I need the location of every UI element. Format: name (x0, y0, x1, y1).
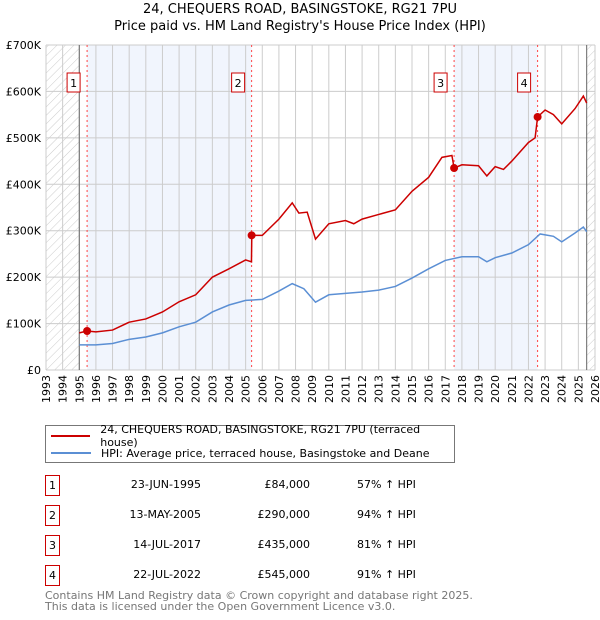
x-tick-label: 2016 (423, 375, 436, 403)
sale-label: 1 (70, 77, 77, 90)
sale-row: 4 22-JUL-2022 £545,000 91% ↑ HPI (45, 565, 445, 587)
x-tick-label: 2014 (389, 375, 402, 403)
shaded-period (87, 45, 252, 370)
x-tick-label: 2000 (156, 375, 169, 403)
x-tick-label: 1997 (107, 375, 120, 403)
sale-hpi: 57% ↑ HPI (357, 478, 416, 491)
sale-row: 2 13-MAY-2005 £290,000 94% ↑ HPI (45, 505, 445, 527)
x-tick-label: 1994 (57, 375, 70, 403)
x-tick-label: 2019 (473, 375, 486, 403)
x-tick-label: 2018 (456, 375, 469, 403)
hpi-line (79, 225, 588, 346)
x-tick-label: 2009 (306, 375, 319, 403)
sale-row: 3 14-JUL-2017 £435,000 81% ↑ HPI (45, 535, 445, 557)
x-tick-label: 2012 (356, 375, 369, 403)
sale-date: 22-JUL-2022 (133, 568, 201, 581)
x-tick-label: 1993 (40, 375, 53, 403)
sale-price: £545,000 (257, 568, 311, 581)
sale-number: 4 (45, 565, 60, 586)
sale-date: 23-JUN-1995 (130, 478, 201, 491)
x-tick-label: 1998 (123, 375, 136, 403)
legend-hpi: HPI: Average price, terraced house, Basi… (101, 446, 430, 460)
x-tick-label: 2001 (173, 375, 186, 403)
sale-price: £435,000 (257, 538, 311, 551)
sale-label-box (517, 72, 532, 93)
sale-label-box (66, 72, 81, 93)
sale-label: 2 (235, 77, 242, 90)
x-tick-label: 2024 (556, 375, 569, 403)
legend: 24, CHEQUERS ROAD, BASINGSTOKE, RG21 7PU… (45, 423, 455, 463)
x-tick-label: 2007 (273, 375, 286, 403)
sale-point (450, 164, 459, 173)
x-tick-label: 2026 (589, 375, 600, 403)
sale-label-box (231, 72, 246, 93)
sale-hpi: 94% ↑ HPI (357, 508, 416, 521)
legend-property: 24, CHEQUERS ROAD, BASINGSTOKE, RG21 7PU… (100, 423, 421, 449)
sale-point (247, 231, 256, 240)
sale-point (533, 112, 542, 121)
price-chart: 1993 1994 1995 1996 1997 1998 1999 2000 2001 2002… (6, 39, 600, 403)
y-tick-label: £400K (6, 178, 42, 191)
sale-date: 14-JUL-2017 (133, 538, 201, 551)
x-tick-label: 1995 (73, 375, 86, 403)
x-tick-label: 2021 (506, 375, 519, 403)
sale-date: 13-MAY-2005 (129, 508, 201, 521)
sale-hpi: 81% ↑ HPI (357, 538, 416, 551)
footer-line2: This data is licensed under the Open Gov… (45, 600, 396, 613)
y-tick-label: £600K (6, 85, 42, 98)
y-tick-label: £100K (6, 318, 42, 331)
legend-swatch-hpi (51, 452, 91, 454)
footer-line1: Contains HM Land Registry data © Crown c… (45, 589, 473, 602)
x-tick-label: 2015 (406, 375, 419, 403)
x-tick-label: 2010 (323, 375, 336, 403)
chart-title: 24, CHEQUERS ROAD, BASINGSTOKE, RG21 7PU (143, 2, 457, 17)
sale-price: £84,000 (264, 478, 311, 491)
x-tick-label: 2005 (240, 375, 253, 403)
x-tick-label: 2017 (439, 375, 452, 403)
x-tick-label: 2020 (489, 375, 502, 403)
shaded-period (454, 45, 538, 370)
x-tick-label: 2003 (206, 375, 219, 403)
x-tick-label: 1996 (90, 375, 103, 403)
y-tick-label: £300K (6, 225, 42, 238)
sale-hpi: 91% ↑ HPI (357, 568, 416, 581)
hatched-no-data (586, 45, 595, 370)
x-tick-label: 2013 (373, 375, 386, 403)
y-tick-label: £0 (27, 364, 41, 377)
y-tick-label: £700K (6, 39, 42, 52)
y-tick-label: £500K (6, 132, 42, 145)
x-tick-label: 2025 (572, 375, 585, 403)
chart-subtitle: Price paid vs. HM Land Registry's House … (114, 19, 486, 34)
x-tick-label: 2023 (539, 375, 552, 403)
sale-row: 1 23-JUN-1995 £84,000 57% ↑ HPI (45, 475, 445, 497)
x-tick-label: 2006 (256, 375, 269, 403)
sale-price: £290,000 (257, 508, 311, 521)
sale-number: 1 (45, 475, 60, 496)
legend-swatch-property (51, 435, 91, 437)
sale-point (83, 327, 92, 335)
x-tick-label: 2011 (339, 375, 352, 403)
x-tick-label: 2004 (223, 375, 236, 403)
x-tick-label: 2022 (522, 375, 535, 403)
x-tick-label: 2002 (190, 375, 203, 403)
x-tick-label: 2008 (290, 375, 303, 403)
sale-label: 4 (521, 77, 528, 90)
sale-label-box (433, 72, 448, 93)
y-tick-label: £200K (6, 271, 42, 284)
x-tick-label: 1999 (140, 375, 153, 403)
sale-label: 3 (437, 77, 444, 90)
sale-number: 3 (45, 535, 60, 556)
sale-number: 2 (45, 505, 60, 526)
property-price-line (79, 94, 588, 334)
